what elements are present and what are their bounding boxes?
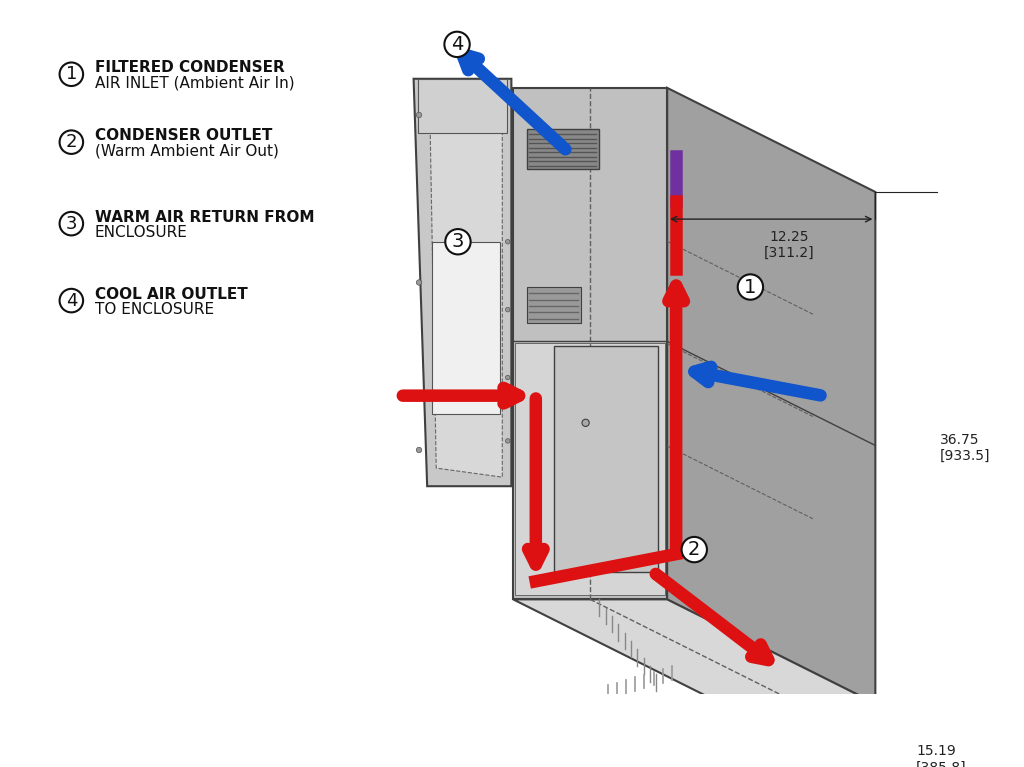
Circle shape: [417, 280, 422, 285]
Text: CONDENSER OUTLET: CONDENSER OUTLET: [95, 128, 272, 143]
Text: AIR INLET (Ambient Air In): AIR INLET (Ambient Air In): [95, 76, 295, 91]
Circle shape: [506, 375, 510, 380]
Text: COOL AIR OUTLET: COOL AIR OUTLET: [95, 287, 248, 301]
Polygon shape: [513, 88, 667, 599]
Circle shape: [59, 212, 83, 235]
Circle shape: [417, 447, 422, 453]
Text: 4: 4: [66, 291, 77, 310]
Circle shape: [417, 112, 422, 117]
Circle shape: [582, 420, 589, 426]
Text: FILTERED CONDENSER: FILTERED CONDENSER: [95, 61, 285, 75]
Text: 12.25
[311.2]: 12.25 [311.2]: [764, 230, 815, 260]
Text: 2: 2: [66, 133, 77, 151]
Text: 1: 1: [66, 65, 77, 84]
FancyBboxPatch shape: [554, 346, 658, 572]
Polygon shape: [418, 79, 507, 133]
FancyBboxPatch shape: [432, 242, 500, 413]
FancyBboxPatch shape: [526, 287, 581, 323]
Circle shape: [59, 130, 83, 154]
Text: (Warm Ambient Air Out): (Warm Ambient Air Out): [95, 143, 279, 159]
Circle shape: [444, 31, 470, 57]
Text: TO ENCLOSURE: TO ENCLOSURE: [95, 302, 214, 317]
FancyBboxPatch shape: [526, 129, 599, 170]
Text: 4: 4: [451, 35, 463, 54]
Polygon shape: [667, 88, 876, 703]
Circle shape: [682, 537, 707, 562]
Polygon shape: [414, 79, 511, 486]
Text: 1: 1: [744, 278, 757, 297]
Text: 15.19
[385.8]: 15.19 [385.8]: [916, 744, 967, 767]
Circle shape: [445, 229, 471, 255]
Circle shape: [59, 62, 83, 86]
Circle shape: [737, 275, 763, 300]
Text: ENCLOSURE: ENCLOSURE: [95, 225, 187, 240]
Circle shape: [506, 308, 510, 312]
Polygon shape: [429, 88, 503, 477]
Circle shape: [506, 439, 510, 443]
Text: 2: 2: [688, 540, 700, 559]
Text: 3: 3: [452, 232, 464, 252]
Text: 3: 3: [66, 215, 77, 232]
Text: WARM AIR RETURN FROM: WARM AIR RETURN FROM: [95, 210, 314, 225]
Polygon shape: [513, 599, 876, 703]
Circle shape: [59, 289, 83, 312]
Polygon shape: [515, 343, 666, 595]
Circle shape: [506, 239, 510, 244]
Text: 36.75
[933.5]: 36.75 [933.5]: [940, 433, 990, 463]
